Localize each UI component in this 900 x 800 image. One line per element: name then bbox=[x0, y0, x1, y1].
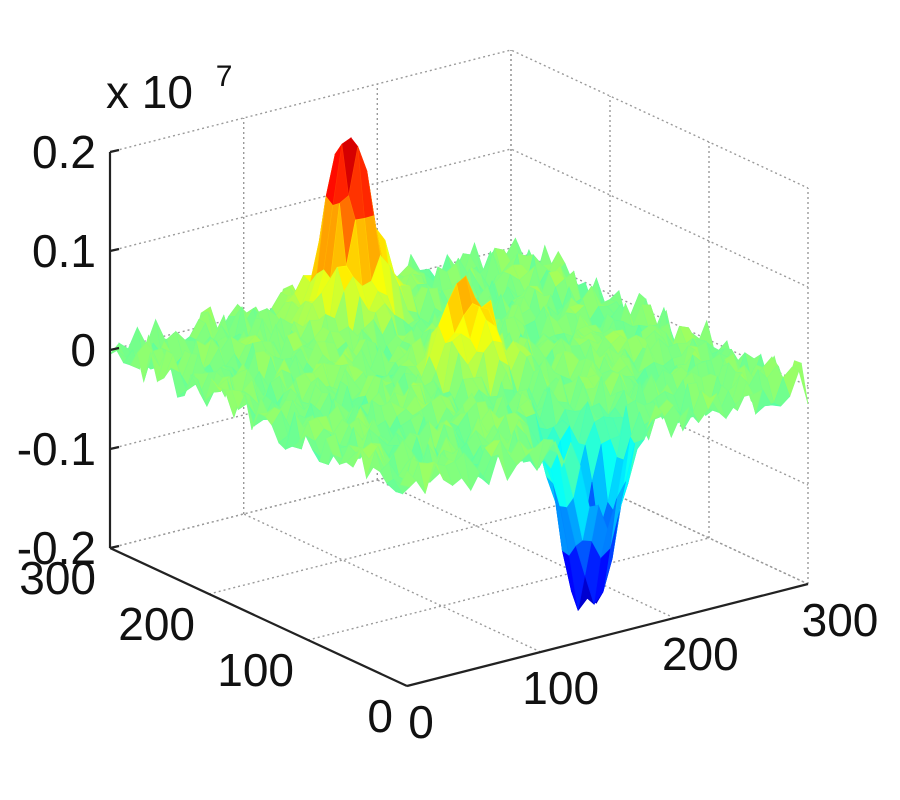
y-tick-label: 200 bbox=[118, 598, 195, 650]
y-tick-label: 0 bbox=[367, 690, 393, 742]
z-exponent-base: x 10 bbox=[106, 66, 193, 118]
y-tick-label: 100 bbox=[217, 644, 294, 696]
tick-labels: -0.2 -0.1 0 0.1 0.2 0 100 200 300 0 100 200 300 bbox=[17, 126, 879, 748]
surface-patch bbox=[399, 469, 417, 488]
x-tick-label: 300 bbox=[802, 594, 879, 646]
z-tick-label: -0.2 bbox=[17, 522, 96, 574]
x-axis-line bbox=[406, 582, 809, 688]
z-tick-mark bbox=[109, 544, 120, 550]
z-exponent-label: x 10 7 bbox=[106, 60, 232, 118]
surface-mesh bbox=[109, 136, 809, 612]
grid-line bbox=[307, 537, 710, 641]
z-tick-mark bbox=[109, 445, 120, 451]
grid-line bbox=[109, 445, 512, 549]
axis-lines bbox=[108, 148, 809, 688]
z-exponent-power: 7 bbox=[216, 60, 233, 93]
x-tick-label: 200 bbox=[662, 628, 739, 680]
y-tick-label: 300 bbox=[19, 552, 96, 604]
z-tick-mark bbox=[109, 247, 120, 253]
x-tick-label: 100 bbox=[522, 662, 599, 714]
y-axis-line bbox=[109, 547, 408, 687]
x-tick-label: 0 bbox=[408, 696, 434, 748]
z-tick-mark bbox=[109, 346, 120, 352]
z-tick-label: 0 bbox=[70, 324, 96, 376]
z-tick-label: 0.2 bbox=[32, 126, 96, 178]
z-tick-label: 0.1 bbox=[32, 225, 96, 277]
grid-line bbox=[109, 49, 809, 189]
grid-line bbox=[208, 491, 611, 595]
z-tick-mark bbox=[109, 148, 120, 154]
z-tick-label: -0.1 bbox=[17, 423, 96, 475]
